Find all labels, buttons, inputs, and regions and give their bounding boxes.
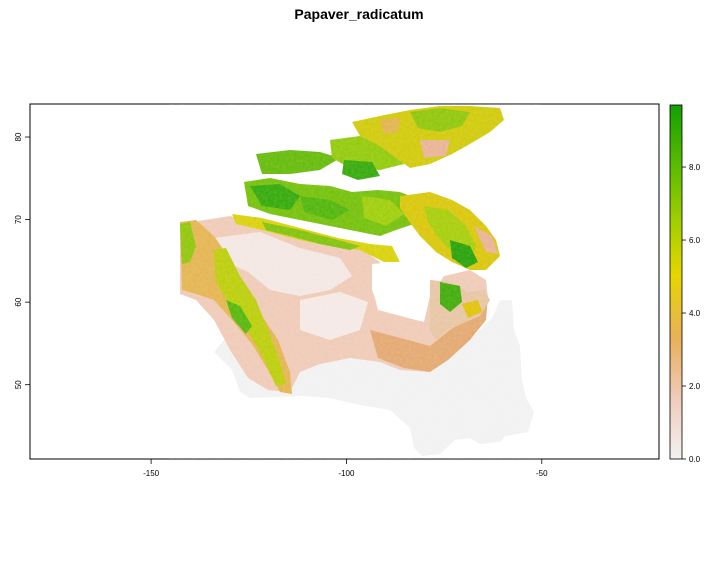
map-title: Papaver_radicatum	[294, 6, 424, 22]
legend-tick-label: 8.0	[689, 163, 701, 172]
legend-ticks: 0.0 2.0 4.0 6.0 8.0	[682, 163, 701, 464]
legend-colorbar	[669, 104, 683, 460]
y-axis: 50 60 70 80	[14, 132, 30, 389]
hudson-bay-overlay	[374, 262, 428, 316]
x-tick-label: -100	[338, 469, 355, 478]
legend-tick-label: 2.0	[689, 382, 701, 391]
raster-layer	[170, 104, 540, 459]
x-tick-label: -50	[536, 469, 548, 478]
x-tick-label: -150	[143, 469, 160, 478]
legend-tick-label: 0.0	[689, 455, 701, 464]
legend-tick-label: 6.0	[689, 236, 701, 245]
legend-tick-label: 4.0	[689, 309, 701, 318]
y-tick-label: 70	[14, 215, 23, 224]
y-tick-label: 50	[14, 380, 23, 389]
raster-texture	[170, 104, 540, 459]
y-tick-label: 80	[14, 132, 23, 141]
y-tick-label: 60	[14, 297, 23, 306]
x-axis: -150 -100 -50	[143, 459, 548, 478]
